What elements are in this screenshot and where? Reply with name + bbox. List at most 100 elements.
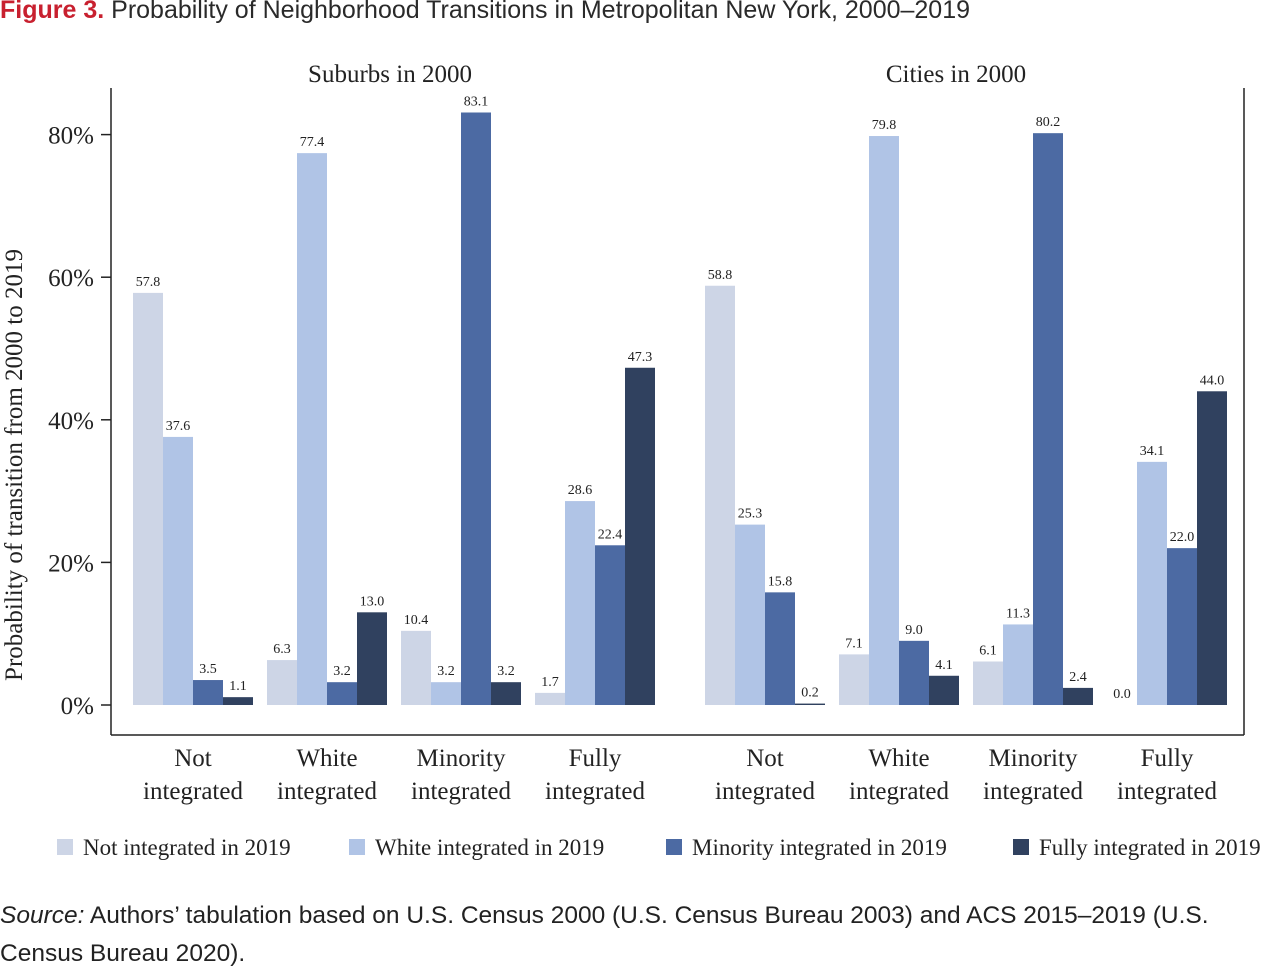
- bar: [267, 660, 297, 705]
- legend-label: Not integrated in 2019: [83, 835, 291, 860]
- bar: [1003, 624, 1033, 705]
- figure-title: Figure 3. Probability of Neighborhood Tr…: [0, 0, 970, 25]
- legend-swatch: [1013, 839, 1029, 855]
- bar: [297, 153, 327, 705]
- bar: [973, 661, 1003, 705]
- figure-title-text: Probability of Neighborhood Transitions …: [111, 0, 971, 24]
- data-label: 11.3: [1006, 606, 1030, 621]
- data-label: 34.1: [1140, 444, 1165, 459]
- y-tick-label: 40%: [48, 408, 94, 435]
- data-label: 83.1: [464, 94, 489, 109]
- data-label: 37.6: [166, 419, 191, 434]
- legend-label: Fully integrated in 2019: [1039, 835, 1261, 860]
- bar: [929, 675, 959, 705]
- data-label: 44.0: [1200, 373, 1225, 388]
- data-label: 77.4: [300, 135, 325, 150]
- category-label: White: [868, 745, 929, 772]
- legend-label: Minority integrated in 2019: [692, 835, 947, 860]
- bar: [1137, 461, 1167, 705]
- bar: [327, 682, 357, 705]
- data-label: 15.8: [768, 574, 793, 589]
- data-label: 1.7: [541, 675, 559, 690]
- category-label: integrated: [143, 778, 243, 805]
- figure-number: Figure 3.: [0, 0, 105, 24]
- bar: [595, 545, 625, 705]
- y-tick-label: 20%: [48, 550, 94, 577]
- data-label: 79.8: [872, 118, 897, 133]
- bar: [1197, 391, 1227, 705]
- y-tick-label: 60%: [48, 265, 94, 292]
- bar: [1063, 687, 1093, 705]
- panel-title: Cities in 2000: [886, 61, 1026, 88]
- bar: [535, 692, 565, 705]
- data-label: 22.0: [1170, 530, 1195, 545]
- bar: [163, 436, 193, 705]
- bar: [1167, 548, 1197, 705]
- source-label: Source:: [0, 902, 85, 929]
- category-label: integrated: [411, 778, 511, 805]
- bar: [357, 612, 387, 705]
- data-label: 4.1: [935, 658, 953, 673]
- category-label: Minority: [417, 745, 506, 772]
- bar: [869, 136, 899, 705]
- y-axis-title: Probability of transition from 2000 to 2…: [1, 249, 28, 681]
- data-label: 1.1: [229, 679, 247, 694]
- bar: [765, 592, 795, 705]
- legend-swatch: [57, 839, 73, 855]
- panel-title: Suburbs in 2000: [308, 61, 472, 88]
- data-label: 28.6: [568, 483, 593, 498]
- bar: [705, 285, 735, 705]
- bar: [491, 682, 521, 705]
- data-label: 3.2: [497, 664, 515, 679]
- bar: [565, 501, 595, 705]
- category-label: Not: [746, 745, 784, 772]
- data-label: 6.3: [273, 642, 291, 657]
- legend-swatch: [666, 839, 682, 855]
- data-label: 10.4: [404, 613, 429, 628]
- data-label: 80.2: [1036, 115, 1061, 130]
- bar: [625, 367, 655, 705]
- bar-chart: 0% 20% 40% 60% 80% Probability of transition …: [1, 61, 1261, 860]
- source-text: Authors’ tabulation based on U.S. Census…: [0, 902, 1209, 967]
- category-label: integrated: [1117, 778, 1217, 805]
- legend-label: White integrated in 2019: [375, 835, 604, 860]
- bar: [193, 680, 223, 705]
- category-label: integrated: [277, 778, 377, 805]
- bar: [899, 640, 929, 705]
- category-label: White: [296, 745, 357, 772]
- data-label: 2.4: [1069, 670, 1087, 685]
- bar: [735, 524, 765, 705]
- data-label: 3.5: [199, 662, 217, 677]
- category-label: integrated: [545, 778, 645, 805]
- legend-swatch: [349, 839, 365, 855]
- data-label: 47.3: [628, 350, 653, 365]
- y-tick-label: 0%: [61, 693, 94, 720]
- bar: [223, 697, 253, 705]
- data-label: 3.2: [333, 664, 351, 679]
- category-label: integrated: [849, 778, 949, 805]
- data-label: 3.2: [437, 664, 455, 679]
- source-note: Source: Authors’ tabulation based on U.S…: [0, 897, 1275, 973]
- category-label: Minority: [989, 745, 1078, 772]
- data-label: 6.1: [979, 644, 997, 659]
- category-label: integrated: [983, 778, 1083, 805]
- bar: [1033, 133, 1063, 705]
- data-label: 7.1: [845, 636, 863, 651]
- data-label: 58.8: [708, 268, 733, 283]
- data-label: 57.8: [136, 275, 161, 290]
- category-label: integrated: [715, 778, 815, 805]
- bar: [795, 703, 825, 705]
- data-label: 0.2: [801, 686, 819, 701]
- bar: [839, 654, 869, 705]
- category-label: Not: [174, 745, 212, 772]
- category-label: Fully: [1141, 745, 1194, 772]
- category-label: Fully: [569, 745, 622, 772]
- data-label: 0.0: [1113, 687, 1131, 702]
- bar: [461, 112, 491, 705]
- data-label: 13.0: [360, 594, 385, 609]
- bar: [401, 630, 431, 705]
- data-label: 22.4: [598, 527, 623, 542]
- data-label: 9.0: [905, 623, 923, 638]
- y-tick-label: 80%: [48, 123, 94, 150]
- data-label: 25.3: [738, 507, 763, 522]
